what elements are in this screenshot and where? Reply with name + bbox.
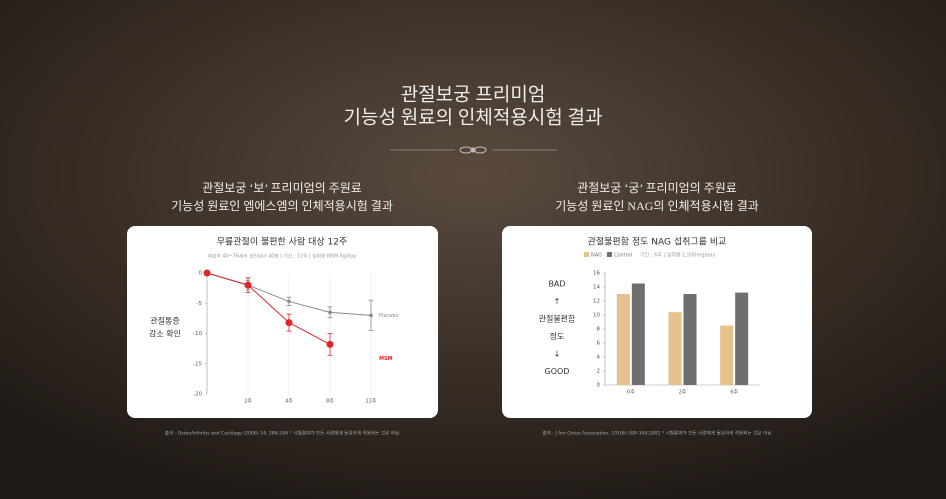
y-tick-label: 2: [597, 369, 601, 375]
legend-label: Control: [614, 253, 632, 259]
section-heading: 관절보궁 ‘보’ 프리미엄의 주원료: [202, 181, 362, 195]
y-tick-label: -20: [193, 392, 202, 398]
data-point: [244, 281, 252, 289]
y-tick-label: 0: [597, 383, 601, 389]
y-tick-label: -5: [197, 301, 203, 307]
y-tick-label: 4: [597, 355, 601, 361]
y-axis-label: 관절불편함: [539, 314, 576, 324]
ornament: [390, 146, 557, 154]
x-tick-label: 2주: [244, 399, 252, 405]
data-point: [328, 310, 332, 315]
bar: [683, 294, 697, 385]
y-tick-label: 16: [593, 271, 600, 277]
series-label: Placebo: [379, 313, 399, 319]
y-tick-label: 8: [597, 327, 601, 333]
y-tick-label: 6: [597, 341, 601, 347]
x-tick-label: 6주: [730, 390, 738, 396]
bar: [735, 292, 749, 385]
y-tick-label: -15: [193, 361, 202, 367]
x-tick-label: 4주: [285, 399, 293, 405]
source-note: 출처 : OsteoArthritis and Cartilage (2006)…: [165, 430, 399, 437]
data-point: [326, 340, 334, 348]
page-title: 기능성 원료의 인체적용시험 결과: [344, 106, 603, 128]
bar: [616, 294, 630, 385]
legend-swatch: [584, 252, 589, 257]
y-axis-label: 감소 확인: [149, 329, 181, 339]
y-axis-label: 관절통증: [150, 316, 179, 326]
chart-card: [502, 226, 812, 418]
data-point: [285, 319, 293, 327]
y-tick-label: -10: [193, 331, 202, 337]
data-point: [287, 299, 291, 304]
legend-label: NAG: [591, 253, 602, 259]
source-note: 출처 : J Am Osteo Association, 101(6):399-…: [542, 430, 771, 437]
bar: [631, 283, 645, 385]
chart-subtitle: 대상자 40~76세의 성인남녀 40명 | 기간 : 12주 | 섭취량 MS…: [208, 253, 357, 260]
y-axis-label: ↓: [554, 350, 561, 359]
bar: [668, 312, 682, 385]
section-heading: 관절보궁 ‘궁’ 프리미엄의 주원료: [577, 181, 737, 195]
x-tick-label: 0주: [627, 390, 635, 396]
chart-title: 관절불편함 정도 NAG 섭취그룹 비교: [588, 236, 727, 248]
x-tick-label: 8주: [326, 399, 334, 405]
x-tick-label: 12주: [366, 399, 377, 405]
chart-subtitle: 기간 : 6주 | 섭취량 1,500mg/day: [640, 252, 715, 259]
y-axis-label: 정도: [550, 331, 565, 341]
y-tick-label: 14: [593, 285, 600, 291]
x-tick-label: 2주: [679, 390, 687, 396]
y-tick-label: 0: [199, 271, 203, 277]
y-axis-label: ↑: [554, 297, 561, 306]
legend-swatch: [606, 252, 612, 257]
section-heading: 기능성 원료인 NAG의 인체적용시험 결과: [555, 199, 759, 213]
y-axis-label: BAD: [548, 280, 565, 289]
y-tick-label: 10: [593, 313, 600, 319]
y-axis-label: GOOD: [545, 367, 570, 376]
series-line: [206, 272, 331, 345]
data-point: [203, 269, 211, 277]
series-label: MSM: [379, 356, 393, 362]
chart-title: 무릎관절이 불편한 사람 대상 12주: [217, 236, 348, 248]
y-tick-label: 12: [593, 299, 600, 305]
page-title: 관절보궁 프리미엄: [401, 83, 546, 105]
data-point: [369, 313, 373, 318]
bar: [720, 325, 734, 385]
section-heading: 기능성 원료인 엠에스엠의 인체적용시험 결과: [171, 199, 393, 213]
